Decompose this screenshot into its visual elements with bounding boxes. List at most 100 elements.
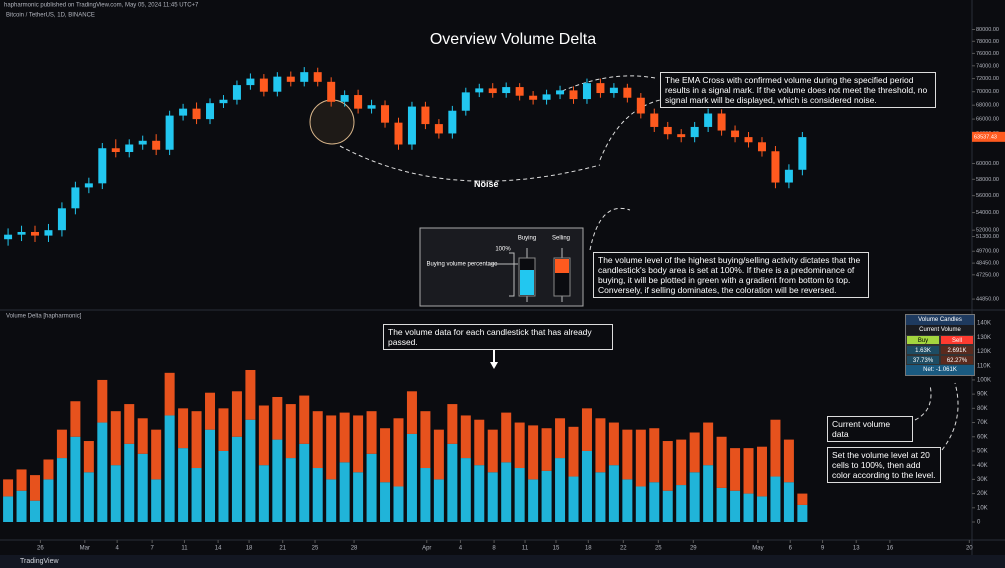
x-tick-label: 11 [522, 546, 529, 552]
x-tick-label: 16 [887, 546, 894, 552]
candle-body [421, 106, 430, 125]
inset-label: Buying [518, 236, 536, 242]
candle-body [717, 113, 726, 131]
cell: 62.27% [940, 355, 974, 365]
candle-body [381, 105, 390, 123]
cell: Buy [906, 335, 940, 345]
candle-body [798, 137, 807, 170]
volume-bar [326, 479, 337, 522]
candle-body [731, 130, 740, 138]
volume-bar [756, 496, 767, 522]
x-tick-label: 25 [312, 546, 319, 552]
volume-bar [730, 448, 741, 491]
volume-bar [756, 446, 767, 497]
volume-bar [272, 396, 283, 440]
candle-body [71, 187, 80, 209]
y-tick-label: 10K [977, 505, 988, 511]
volume-bar [231, 436, 242, 522]
candle-body [771, 151, 780, 183]
volume-bar [191, 411, 202, 469]
x-tick-label: 25 [655, 546, 662, 552]
volume-bar [231, 391, 242, 437]
candle-body [340, 95, 349, 102]
candle-body [179, 108, 188, 116]
body-note: The volume level of the highest buying/s… [593, 252, 869, 298]
volume-bar [635, 486, 646, 522]
y-tick-label: 70000.00 [976, 89, 999, 95]
volume-bar [97, 379, 108, 423]
volume-bar [272, 439, 283, 522]
cell: 2.691K [940, 345, 974, 355]
candle-body [286, 76, 295, 82]
y-tick-label: 120K [977, 349, 991, 355]
volume-bar [581, 450, 592, 522]
volume-bar [205, 392, 216, 430]
candle-body [623, 87, 632, 98]
footer-bar [0, 555, 1005, 568]
volume-bar [3, 496, 14, 522]
x-tick-label: Apr [422, 546, 431, 552]
volume-bar [164, 372, 175, 416]
candle-body [569, 90, 578, 100]
y-tick-label: 78000.00 [976, 39, 999, 45]
candle-body [44, 230, 53, 236]
candle-body [57, 208, 66, 231]
volume-bar [703, 422, 714, 466]
inset-caption: Buying volume percentage [426, 262, 498, 268]
volume-bar [83, 441, 94, 473]
volume-bar [393, 418, 404, 487]
volume-bar [541, 470, 552, 522]
volume-bar [56, 429, 67, 459]
volume-bar [460, 415, 471, 459]
volume-bar [487, 472, 498, 522]
volume-bar [433, 479, 444, 522]
volume-bar [380, 428, 391, 483]
volume-bar [568, 476, 579, 522]
x-tick-label: 8 [492, 546, 496, 552]
inset-fill [555, 259, 569, 273]
x-tick-label: 29 [690, 546, 697, 552]
inset-bracket [509, 252, 515, 297]
y-tick-label: 140K [977, 321, 991, 327]
volume-bar [716, 487, 727, 522]
candle-body [677, 134, 686, 138]
inset-fill [520, 270, 534, 295]
volume-bar [191, 468, 202, 522]
candle-body [219, 99, 228, 104]
y-tick-label: 58000.00 [976, 177, 999, 183]
candle-body [111, 148, 120, 153]
candle-body [4, 234, 13, 240]
volume-bar [83, 472, 94, 522]
volume-bar [205, 429, 216, 522]
y-tick-label: 110K [977, 363, 991, 369]
y-tick-label: 100K [977, 378, 991, 384]
candle-body [690, 126, 699, 138]
arrow-head [490, 362, 498, 369]
volume-bar [299, 395, 310, 444]
volume-bar [420, 411, 431, 469]
volume-bar [474, 465, 485, 522]
volume-bar [797, 504, 808, 522]
x-tick-label: 26 [37, 546, 44, 552]
volume-bar [689, 472, 700, 522]
candle-body [461, 92, 470, 111]
volume-bar [622, 429, 633, 480]
volume-bar [312, 411, 323, 469]
candle-body [192, 108, 201, 120]
candle-body [273, 76, 282, 92]
volume-bar [501, 412, 512, 463]
y-tick-label: 49700.00 [976, 249, 999, 255]
volume-bar [16, 490, 27, 522]
volume-bar [474, 419, 485, 466]
last-price-label: 63537.43 [974, 134, 997, 140]
x-tick-label: 7 [150, 546, 154, 552]
candle-body [246, 78, 255, 86]
volume-bar [353, 415, 364, 473]
volume-bar [501, 462, 512, 522]
volume-bar [649, 482, 660, 522]
y-tick-label: 50K [977, 449, 988, 455]
last-price-box [972, 131, 1005, 142]
volume-bar [258, 405, 269, 466]
y-tick-label: 66000.00 [976, 117, 999, 123]
volume-bar [514, 422, 525, 469]
